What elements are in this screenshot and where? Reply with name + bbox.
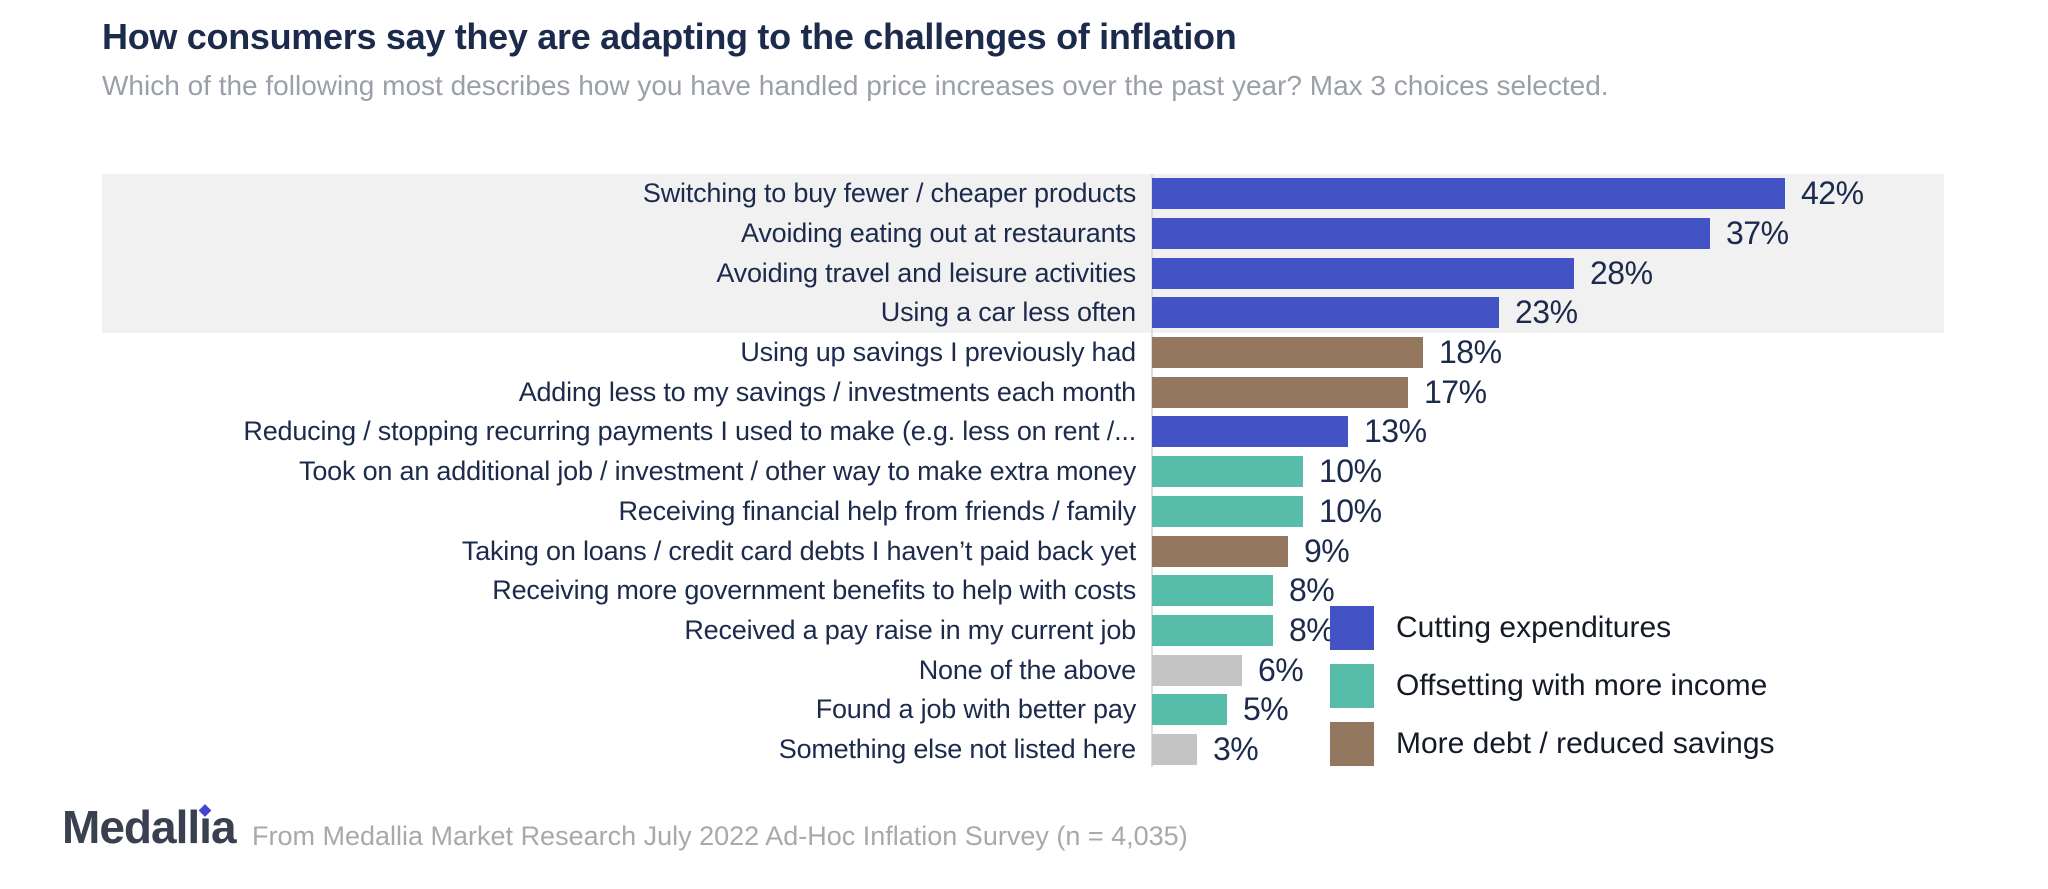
bar-row: None of the above 6%	[102, 650, 1944, 690]
bar-row: Took on an additional job / investment /…	[102, 452, 1944, 492]
category-label: Using a car less often	[880, 297, 1136, 328]
category-label: Receiving more government benefits to he…	[492, 575, 1136, 606]
category-label: Taking on loans / credit card debts I ha…	[461, 535, 1136, 566]
legend-item: Offsetting with more income	[1330, 664, 1775, 708]
bar	[1152, 257, 1574, 289]
value-label: 13%	[1364, 413, 1427, 450]
bar	[1152, 733, 1197, 765]
bar-zone: 23%	[1152, 293, 1944, 333]
bar-zone: 13%	[1152, 412, 1944, 452]
chart-subtitle: Which of the following most describes ho…	[102, 70, 1609, 101]
value-label: 28%	[1590, 254, 1653, 291]
bar-row: Adding less to my savings / investments …	[102, 372, 1944, 412]
category-label: Something else not listed here	[778, 733, 1136, 764]
legend-item: Cutting expenditures	[1330, 606, 1775, 650]
bar	[1152, 376, 1408, 408]
bar-zone: 8%	[1152, 611, 1944, 651]
bar-row: Receiving more government benefits to he…	[102, 571, 1944, 611]
bar-zone: 3%	[1152, 730, 1944, 770]
bar-zone: 42%	[1152, 174, 1944, 214]
value-label: 8%	[1289, 572, 1335, 609]
value-label: 6%	[1258, 651, 1304, 688]
bar-zone: 17%	[1152, 372, 1944, 412]
category-label: Receiving financial help from friends / …	[618, 495, 1136, 526]
bar-row: Something else not listed here 3%	[102, 730, 1944, 770]
value-label: 10%	[1319, 492, 1382, 529]
legend-label: Cutting expenditures	[1396, 611, 1672, 644]
bar-zone: 5%	[1152, 690, 1944, 730]
legend-label: More debt / reduced savings	[1396, 727, 1775, 760]
legend-swatch	[1330, 664, 1374, 708]
bar	[1152, 218, 1710, 250]
category-label: Adding less to my savings / investments …	[518, 376, 1137, 407]
bar-zone: 10%	[1152, 492, 1944, 532]
category-label: Avoiding eating out at restaurants	[741, 218, 1136, 249]
category-label: Found a job with better pay	[815, 694, 1137, 725]
legend-swatch	[1330, 606, 1374, 650]
bar-row: Avoiding eating out at restaurants 37%	[102, 214, 1944, 254]
bar-row: Found a job with better pay 5%	[102, 690, 1944, 730]
bar-row: Received a pay raise in my current job 8%	[102, 611, 1944, 651]
bar-zone: 10%	[1152, 452, 1944, 492]
bar-zone: 6%	[1152, 650, 1944, 690]
bar	[1152, 178, 1785, 210]
category-label: Received a pay raise in my current job	[684, 614, 1136, 645]
bar-zone: 9%	[1152, 531, 1944, 571]
category-label: Using up savings I previously had	[740, 337, 1136, 368]
bar	[1152, 614, 1273, 646]
value-label: 37%	[1726, 215, 1789, 252]
value-label: 18%	[1439, 334, 1502, 371]
category-label: Reducing / stopping recurring payments I…	[243, 416, 1136, 447]
bar-zone: 18%	[1152, 333, 1944, 373]
value-label: 10%	[1319, 453, 1382, 490]
bar-zone: 37%	[1152, 214, 1944, 254]
chart-rows: Switching to buy fewer / cheaper product…	[102, 174, 1944, 770]
bar-row: Switching to buy fewer / cheaper product…	[102, 174, 1944, 214]
bar	[1152, 575, 1273, 607]
bar	[1152, 535, 1288, 567]
bar-zone: 28%	[1152, 253, 1944, 293]
bar	[1152, 416, 1348, 448]
bar	[1152, 297, 1499, 329]
bar-row: Avoiding travel and leisure activities 28…	[102, 253, 1944, 293]
legend-item: More debt / reduced savings	[1330, 722, 1775, 766]
chart-title: How consumers say they are adapting to t…	[102, 16, 1237, 57]
bar-zone: 8%	[1152, 571, 1944, 611]
category-label: Avoiding travel and leisure activities	[716, 257, 1136, 288]
bar-row: Using up savings I previously had 18%	[102, 333, 1944, 373]
legend-label: Offsetting with more income	[1396, 669, 1768, 702]
bar-chart: Switching to buy fewer / cheaper product…	[102, 174, 1944, 770]
legend-swatch	[1330, 722, 1374, 766]
bar-row: Using a car less often 23%	[102, 293, 1944, 333]
logo-letter-i: ı	[198, 801, 212, 853]
bar	[1152, 654, 1242, 686]
value-label: 9%	[1304, 532, 1350, 569]
medallia-logo: Medallı a	[62, 801, 237, 853]
source-note: From Medallia Market Research July 2022 …	[252, 821, 1188, 851]
value-label: 42%	[1801, 175, 1864, 212]
value-label: 23%	[1515, 294, 1578, 331]
value-label: 8%	[1289, 611, 1335, 648]
bar	[1152, 337, 1423, 369]
bar-row: Taking on loans / credit card debts I ha…	[102, 531, 1944, 571]
category-label: Switching to buy fewer / cheaper product…	[642, 178, 1136, 209]
value-label: 5%	[1243, 691, 1289, 728]
bar	[1152, 456, 1303, 488]
logo-dot-icon	[198, 804, 212, 817]
bar	[1152, 495, 1303, 527]
value-label: 3%	[1213, 730, 1259, 767]
category-label: None of the above	[918, 654, 1136, 685]
bar-row: Receiving financial help from friends / …	[102, 492, 1944, 532]
category-label: Took on an additional job / investment /…	[299, 456, 1136, 487]
value-label: 17%	[1424, 373, 1487, 410]
bar	[1152, 694, 1227, 726]
legend: Cutting expenditures Offsetting with more…	[1330, 606, 1775, 780]
bar-row: Reducing / stopping recurring payments I…	[102, 412, 1944, 452]
